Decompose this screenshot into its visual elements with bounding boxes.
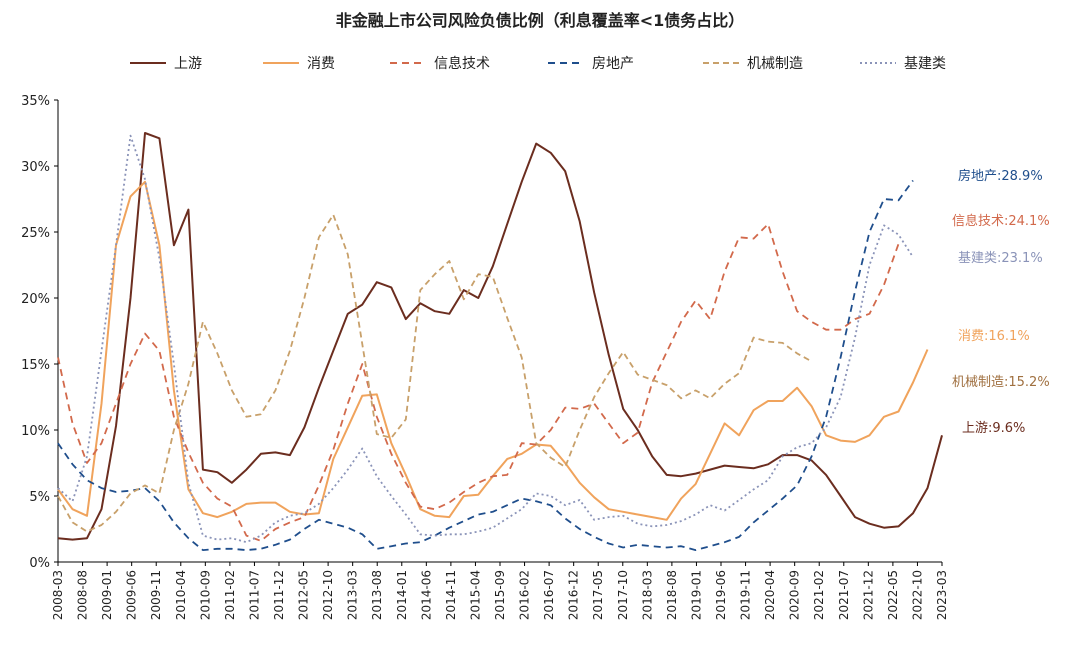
legend-label: 消费	[307, 56, 335, 72]
x-tick-label: 2018-08	[665, 570, 679, 620]
x-tick-label: 2016-02	[518, 570, 532, 620]
end-label: 上游:9.6%	[962, 421, 1025, 436]
x-tick-label: 2018-03	[640, 570, 654, 620]
y-axis: 0% 5% 10% 15% 20% 25% 30% 35%	[21, 94, 59, 571]
end-label: 基建类:23.1%	[958, 251, 1043, 266]
x-tick-label: 2014-01	[395, 570, 409, 620]
x-tick-label: 2014-06	[419, 570, 433, 620]
y-tick-label: 35%	[21, 94, 50, 109]
x-tick-label: 2021-12	[861, 570, 875, 620]
x-tick-label: 2014-11	[444, 570, 458, 620]
series-line-房地产	[57, 179, 914, 551]
x-tick-label: 2020-04	[763, 570, 777, 620]
x-tick-label: 2010-04	[174, 570, 188, 620]
series-line-基建类	[57, 134, 914, 544]
x-tick-label: 2022-10	[910, 570, 924, 620]
x-tick-label: 2019-06	[714, 570, 728, 620]
x-tick-label: 2016-07	[542, 570, 556, 620]
x-tick-label: 2011-12	[272, 570, 286, 620]
x-tick-label: 2015-09	[493, 570, 507, 620]
x-tick-label: 2022-05	[886, 570, 900, 620]
y-tick-label: 30%	[21, 160, 50, 175]
x-tick-label: 2008-08	[76, 570, 90, 620]
series-line-上游	[57, 132, 943, 541]
x-tick-label: 2013-08	[370, 570, 384, 620]
x-tick-label: 2016-12	[567, 570, 581, 620]
x-tick-label: 2017-05	[591, 570, 605, 620]
x-tick-label: 2021-02	[812, 570, 826, 620]
x-tick-label: 2008-03	[51, 570, 65, 620]
x-tick-label: 2012-05	[297, 570, 311, 620]
legend-label: 信息技术	[434, 55, 490, 72]
y-tick-label: 20%	[21, 292, 50, 307]
legend-label: 机械制造	[747, 56, 803, 72]
x-tick-label: 2009-11	[149, 570, 163, 620]
x-tick-label: 2023-03	[935, 570, 949, 620]
x-tick-label: 2017-10	[616, 570, 630, 620]
series-lines	[57, 132, 943, 551]
x-tick-label: 2011-07	[247, 570, 261, 620]
x-axis: 2008-03 2008-08 2009-01 2009-06 2009-11 2010-…	[51, 561, 949, 620]
legend: 上游 消费 信息技术 房地产 机械制造 基建类	[130, 55, 946, 72]
y-tick-label: 10%	[21, 424, 50, 439]
x-tick-label: 2012-10	[321, 570, 335, 620]
x-tick-label: 2019-11	[739, 570, 753, 620]
end-label: 信息技术:24.1%	[952, 213, 1050, 229]
chart-title: 非金融上市公司风险负债比例（利息覆盖率<1债务占比）	[336, 11, 745, 30]
y-tick-label: 5%	[29, 490, 50, 505]
y-tick-label: 0%	[29, 556, 50, 571]
x-tick-label: 2013-03	[346, 570, 360, 620]
legend-label: 上游	[174, 56, 202, 72]
series-line-机械制造	[57, 213, 813, 533]
x-tick-label: 2009-01	[100, 570, 114, 620]
end-label: 消费:16.1%	[958, 329, 1030, 344]
end-label: 机械制造:15.2%	[952, 375, 1050, 390]
x-tick-label: 2021-07	[837, 570, 851, 620]
x-tick-label: 2011-02	[223, 570, 237, 620]
legend-label: 房地产	[592, 56, 634, 72]
series-line-消费	[57, 180, 929, 521]
x-tick-label: 2019-01	[689, 570, 703, 620]
end-label: 房地产:28.9%	[958, 168, 1043, 184]
x-tick-label: 2020-09	[788, 570, 802, 620]
x-tick-label: 2009-06	[125, 570, 139, 620]
y-tick-label: 25%	[21, 226, 50, 241]
end-labels: 房地产:28.9% 信息技术:24.1% 基建类:23.1% 消费:16.1% 机械制造…	[952, 168, 1050, 436]
legend-label: 基建类	[904, 55, 946, 72]
y-tick-label: 15%	[21, 358, 50, 373]
x-tick-label: 2015-04	[468, 570, 482, 620]
x-tick-label: 2010-09	[198, 570, 212, 620]
